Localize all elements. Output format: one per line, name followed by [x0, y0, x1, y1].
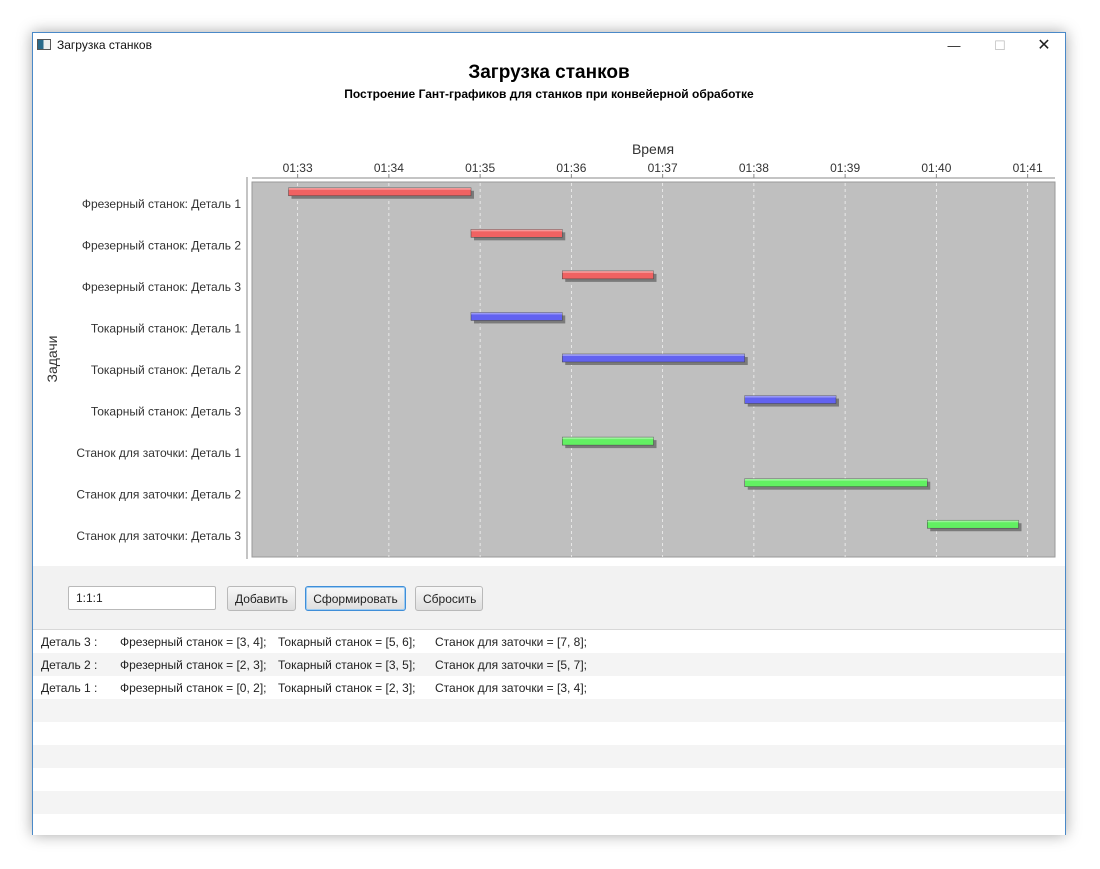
maximize-button[interactable]: ☐ [994, 38, 1006, 53]
task-bar [744, 478, 928, 487]
chart-subtitle: Построение Гант-графиков для станков при… [344, 87, 754, 101]
controls-panel: Добавить Сформировать Сбросить [33, 566, 1065, 630]
add-button[interactable]: Добавить [227, 586, 296, 611]
title-bar[interactable]: Загрузка станков — ☐ ✕ [33, 33, 1065, 59]
task-bar-highlight [927, 520, 1019, 523]
x-tick-label: 01:37 [648, 161, 678, 175]
gantt-chart: Время 01:33 01:34 01:35 01:36 01:37 01:38 01:39… [44, 141, 1056, 559]
y-axis-label: Задачи [44, 335, 60, 382]
task-bar [562, 436, 654, 446]
task-bar [562, 270, 654, 280]
task-bar-highlight [562, 437, 654, 440]
x-tick-label: 01:35 [465, 161, 495, 175]
chart-title: Загрузка станков [468, 62, 630, 83]
result-part: Деталь 1 : [41, 681, 98, 695]
x-tick-label: 01:34 [374, 161, 404, 175]
empty-list-row[interactable] [33, 722, 1065, 745]
task-bar-highlight [744, 395, 836, 398]
list-item[interactable]: Деталь 3 : Фрезерный станок = [3, 4]; Тока… [33, 630, 1065, 653]
result-mill: Фрезерный станок = [0, 2]; [120, 681, 267, 695]
task-bar [470, 229, 563, 238]
results-list[interactable]: Деталь 3 : Фрезерный станок = [3, 4]; Тока… [33, 630, 1065, 835]
result-lathe: Токарный станок = [2, 3]; [278, 681, 416, 695]
x-tick-label: 01:40 [921, 161, 951, 175]
y-tick-label: Станок для заточки: Деталь 2 [76, 488, 241, 502]
task-bar [562, 353, 745, 363]
gantt-chart-panel: Загрузка станков Построение Гант-графико… [33, 59, 1065, 566]
task-bar [470, 312, 563, 321]
x-tick-label: 01:38 [739, 161, 769, 175]
task-bar [288, 187, 472, 197]
list-item[interactable]: Деталь 2 : Фрезерный станок = [2, 3]; Тока… [33, 653, 1065, 676]
x-tick-label: 01:41 [1013, 161, 1043, 175]
close-button[interactable]: ✕ [1037, 37, 1051, 54]
task-bar-highlight [471, 312, 563, 315]
result-lathe: Токарный станок = [3, 5]; [278, 658, 416, 672]
empty-list-row[interactable] [33, 768, 1065, 791]
y-tick-label: Станок для заточки: Деталь 3 [76, 529, 241, 543]
task-bar-highlight [562, 354, 745, 356]
window-title: Загрузка станков [57, 38, 152, 52]
y-tick-label: Фрезерный станок: Деталь 3 [82, 280, 241, 294]
empty-list-row[interactable] [33, 791, 1065, 814]
result-lathe: Токарный станок = [5, 6]; [278, 635, 416, 649]
result-part: Деталь 2 : [41, 658, 98, 672]
y-tick-label: Токарный станок: Деталь 3 [91, 405, 241, 419]
result-sharpen: Станок для заточки = [5, 7]; [435, 658, 588, 672]
empty-list-row[interactable] [33, 745, 1065, 768]
y-tick-label: Фрезерный станок: Деталь 1 [82, 197, 241, 211]
x-axis-label: Время [632, 141, 674, 157]
y-tick-label: Фрезерный станок: Деталь 2 [82, 238, 241, 252]
result-mill: Фрезерный станок = [3, 4]; [120, 635, 267, 649]
y-tick-label: Токарный станок: Деталь 1 [91, 321, 241, 335]
result-mill: Фрезерный станок = [2, 3]; [120, 658, 267, 672]
empty-list-row[interactable] [33, 814, 1065, 835]
task-bar [744, 395, 837, 404]
ratio-input[interactable] [68, 586, 216, 610]
result-sharpen: Станок для заточки = [7, 8]; [435, 635, 588, 649]
task-bar-highlight [744, 478, 928, 481]
task-bar-highlight [288, 187, 471, 190]
result-part: Деталь 3 : [41, 635, 98, 649]
task-bar-highlight [471, 229, 563, 232]
x-tick-label: 01:36 [556, 161, 586, 175]
app-window: Загрузка станков — ☐ ✕ Загрузка станков … [32, 32, 1066, 835]
app-icon [37, 39, 51, 50]
y-tick-label: Станок для заточки: Деталь 1 [76, 446, 241, 460]
task-bar-highlight [562, 270, 654, 273]
empty-list-row[interactable] [33, 699, 1065, 722]
x-tick-label: 01:33 [283, 161, 313, 175]
task-bar [927, 519, 1019, 529]
list-item[interactable]: Деталь 1 : Фрезерный станок = [0, 2]; Тока… [33, 676, 1065, 699]
plot-area [251, 181, 1056, 558]
result-sharpen: Станок для заточки = [3, 4]; [435, 681, 588, 695]
y-tick-label: Токарный станок: Деталь 2 [91, 363, 241, 377]
form-button[interactable]: Сформировать [305, 586, 406, 611]
reset-button[interactable]: Сбросить [415, 586, 483, 611]
x-tick-label: 01:39 [830, 161, 860, 175]
minimize-button[interactable]: — [947, 38, 961, 53]
